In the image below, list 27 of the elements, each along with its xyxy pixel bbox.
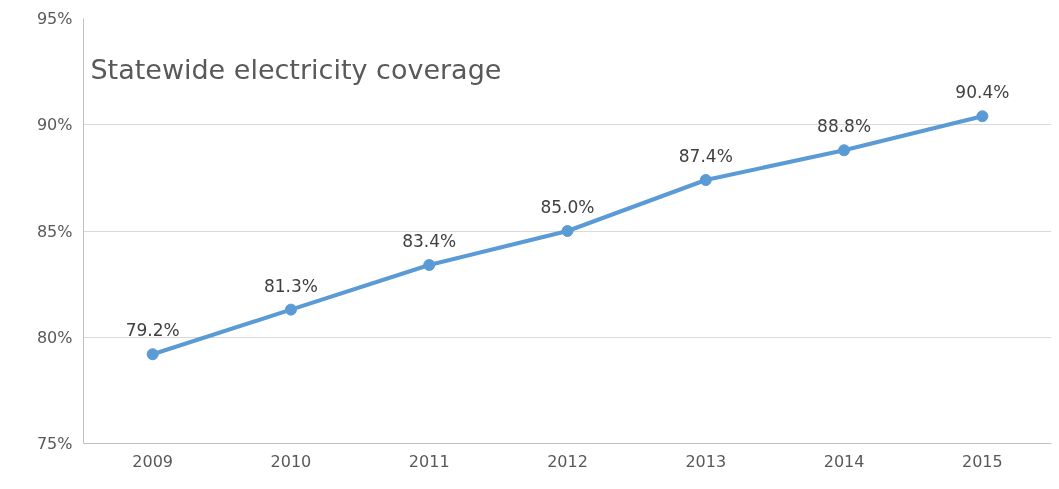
x-tick-label: 2015 xyxy=(962,451,1003,471)
point xyxy=(284,303,297,316)
point xyxy=(976,110,989,123)
data-label: 81.3% xyxy=(263,275,318,296)
data-label: 88.8% xyxy=(817,116,872,137)
x-tick-label: 2014 xyxy=(823,451,865,471)
point xyxy=(699,174,712,186)
point xyxy=(423,259,436,271)
y-tick-label: 80% xyxy=(36,327,73,347)
y-tick-label: 75% xyxy=(36,434,73,453)
data-label: 83.4% xyxy=(402,231,457,251)
data-label: 87.4% xyxy=(678,146,733,166)
x-tick-label: 2011 xyxy=(408,451,450,471)
point xyxy=(146,348,159,361)
x-tick-label: 2009 xyxy=(132,451,173,471)
y-tick-label: 85% xyxy=(36,221,73,241)
x-tick-label: 2012 xyxy=(547,451,588,471)
point xyxy=(561,225,574,237)
data-label: 90.4% xyxy=(955,82,1010,103)
x-tick-label: 2010 xyxy=(270,451,312,471)
data-label: 79.2% xyxy=(125,320,180,341)
data-label: 85.0% xyxy=(540,197,595,217)
point xyxy=(838,144,851,157)
y-tick-label: 90% xyxy=(36,115,73,135)
x-tick-label: 2013 xyxy=(685,451,727,471)
y-tick-label: 95% xyxy=(36,9,73,28)
text: Statewide electricity coverage xyxy=(90,54,502,85)
